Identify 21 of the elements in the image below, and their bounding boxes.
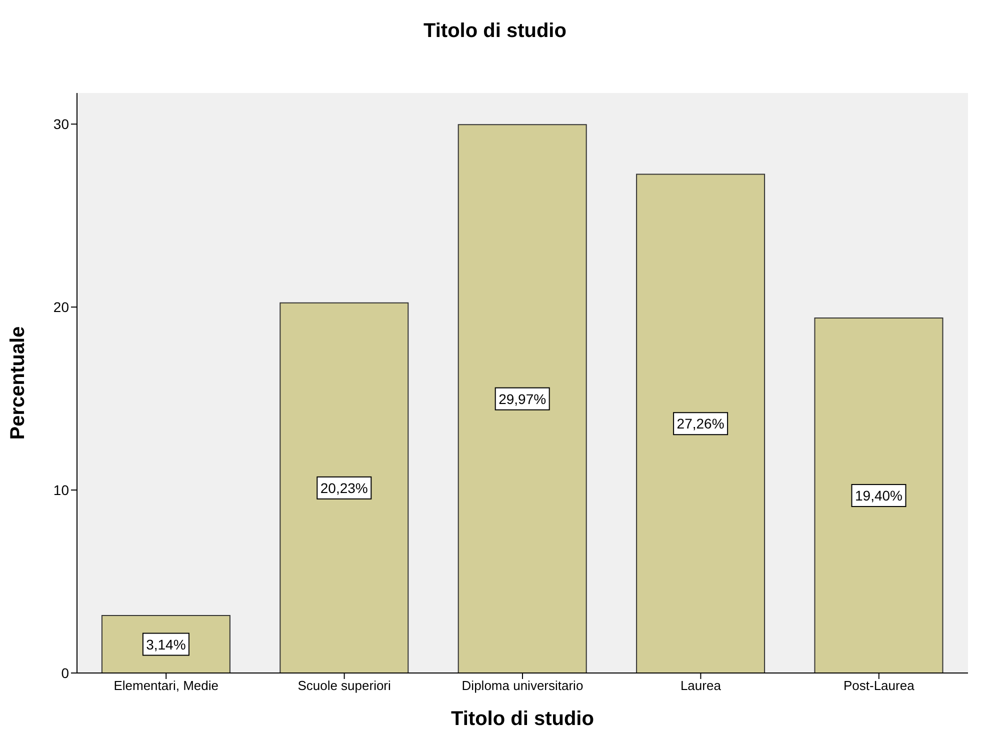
y-tick-label: 10 xyxy=(53,482,70,498)
data-label: 29,97% xyxy=(498,390,546,407)
bar xyxy=(814,318,944,673)
x-tick-label: Laurea xyxy=(680,678,722,694)
bar xyxy=(280,302,409,673)
bar xyxy=(458,124,587,673)
y-tick-label: 0 xyxy=(61,664,70,681)
x-tick-label: Elementari, Medie xyxy=(114,678,218,694)
x-tick-label: Post-Laurea xyxy=(843,678,916,694)
data-label: 20,23% xyxy=(320,480,368,496)
x-tick-label: Diploma universitario xyxy=(462,678,584,694)
x-tick-label: Scuole superiori xyxy=(298,678,392,694)
data-label: 27,26% xyxy=(676,416,724,432)
y-tick-label: 30 xyxy=(53,116,70,132)
data-label: 19,40% xyxy=(855,488,902,504)
y-axis-title: Percentuale xyxy=(7,326,30,440)
x-axis-title: Titolo di studio xyxy=(451,708,594,730)
chart-title: Titolo di studio xyxy=(422,20,568,43)
data-label: 3,14% xyxy=(146,636,186,652)
y-tick-label: 20 xyxy=(53,299,70,316)
bar xyxy=(636,174,766,673)
